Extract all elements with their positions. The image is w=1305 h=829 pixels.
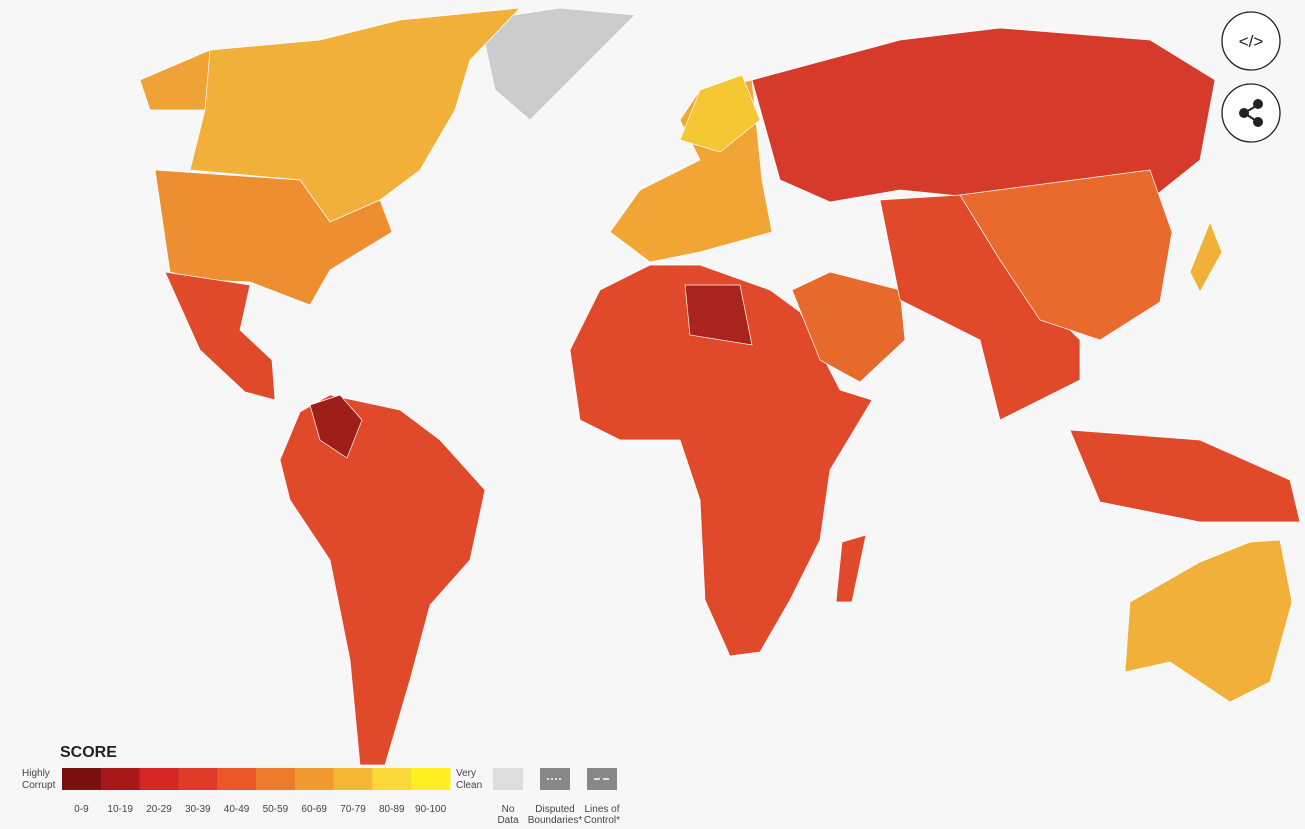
- china: [959, 169, 1173, 341]
- south-america: [279, 394, 486, 766]
- button-circle[interactable]: [1221, 83, 1281, 143]
- greenland: [479, 7, 636, 121]
- legend-high-label: Very: [456, 768, 476, 779]
- legend-bin-label: 10-19: [107, 804, 133, 815]
- legend-bin-label: 0-9: [74, 804, 89, 815]
- legend-swatch: [62, 768, 102, 790]
- russia: [751, 27, 1216, 203]
- legend-low-label: Corrupt: [22, 780, 56, 791]
- legend-extra-label: Disputed: [535, 804, 574, 815]
- venezuela: [309, 394, 363, 459]
- scandinavia: [679, 74, 761, 153]
- southeast-asia-islands: [1069, 429, 1301, 523]
- legend-swatch: [139, 768, 179, 790]
- legend-swatch: [294, 768, 335, 790]
- legend-extra-label: Control*: [584, 815, 620, 826]
- legend-bin-label: 80-89: [379, 804, 405, 815]
- legend-swatch: [333, 768, 373, 790]
- legend-extra-label: No: [502, 804, 515, 815]
- legend-extra-label: Lines of: [584, 804, 619, 815]
- middle-east: [791, 271, 906, 383]
- legend-swatch: [411, 768, 451, 790]
- legend-extra-swatch: [493, 768, 523, 790]
- legend-extra-label: Data: [497, 815, 519, 826]
- legend-swatch: [217, 768, 257, 790]
- legend-extra-swatch: [587, 768, 617, 790]
- australia: [1124, 539, 1293, 703]
- legend-swatch: [178, 768, 218, 790]
- central-america: [164, 271, 276, 401]
- madagascar: [835, 534, 867, 603]
- share-button[interactable]: [1221, 83, 1281, 143]
- embed-icon-text[interactable]: </>: [1239, 32, 1264, 51]
- legend-bin-label: 30-39: [185, 804, 211, 815]
- countries: [139, 7, 1301, 766]
- embed-button[interactable]: </>: [1221, 11, 1281, 71]
- legend-low-label: Highly: [22, 768, 50, 779]
- canada: [189, 7, 521, 223]
- japan: [1189, 221, 1223, 293]
- legend-bin-label: 40-49: [224, 804, 250, 815]
- share-icon[interactable]: [1239, 99, 1263, 127]
- legend-bin-label: 90-100: [415, 804, 447, 815]
- legend-bin-label: 50-59: [263, 804, 289, 815]
- button-circle[interactable]: [1221, 11, 1281, 71]
- legend-swatch: [100, 768, 141, 790]
- legend-swatch: [256, 768, 296, 790]
- legend-swatch: [372, 768, 412, 790]
- legend-bin-label: 60-69: [301, 804, 327, 815]
- libya: [684, 284, 753, 346]
- legend-bin-label: 70-79: [340, 804, 366, 815]
- legend-extra-label: Boundaries*: [528, 815, 583, 826]
- legend-bin-label: 20-29: [146, 804, 172, 815]
- legend-high-label: Clean: [456, 780, 482, 791]
- legend-title: SCORE: [60, 744, 117, 761]
- africa: [569, 264, 873, 657]
